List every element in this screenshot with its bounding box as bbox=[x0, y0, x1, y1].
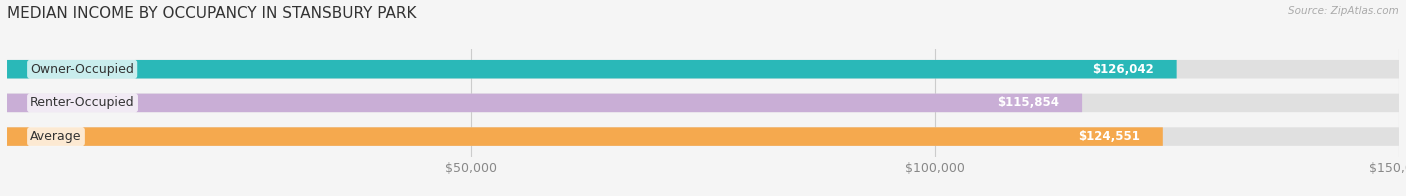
FancyBboxPatch shape bbox=[7, 127, 1163, 146]
FancyBboxPatch shape bbox=[7, 127, 1399, 146]
Text: Source: ZipAtlas.com: Source: ZipAtlas.com bbox=[1288, 6, 1399, 16]
FancyBboxPatch shape bbox=[7, 94, 1083, 112]
FancyBboxPatch shape bbox=[7, 60, 1399, 78]
Text: Renter-Occupied: Renter-Occupied bbox=[31, 96, 135, 109]
Text: $126,042: $126,042 bbox=[1091, 63, 1153, 76]
Text: MEDIAN INCOME BY OCCUPANCY IN STANSBURY PARK: MEDIAN INCOME BY OCCUPANCY IN STANSBURY … bbox=[7, 6, 416, 21]
FancyBboxPatch shape bbox=[7, 60, 1177, 78]
Text: Average: Average bbox=[31, 130, 82, 143]
Text: $124,551: $124,551 bbox=[1078, 130, 1140, 143]
Text: Owner-Occupied: Owner-Occupied bbox=[31, 63, 134, 76]
FancyBboxPatch shape bbox=[7, 94, 1399, 112]
Text: $115,854: $115,854 bbox=[997, 96, 1059, 109]
